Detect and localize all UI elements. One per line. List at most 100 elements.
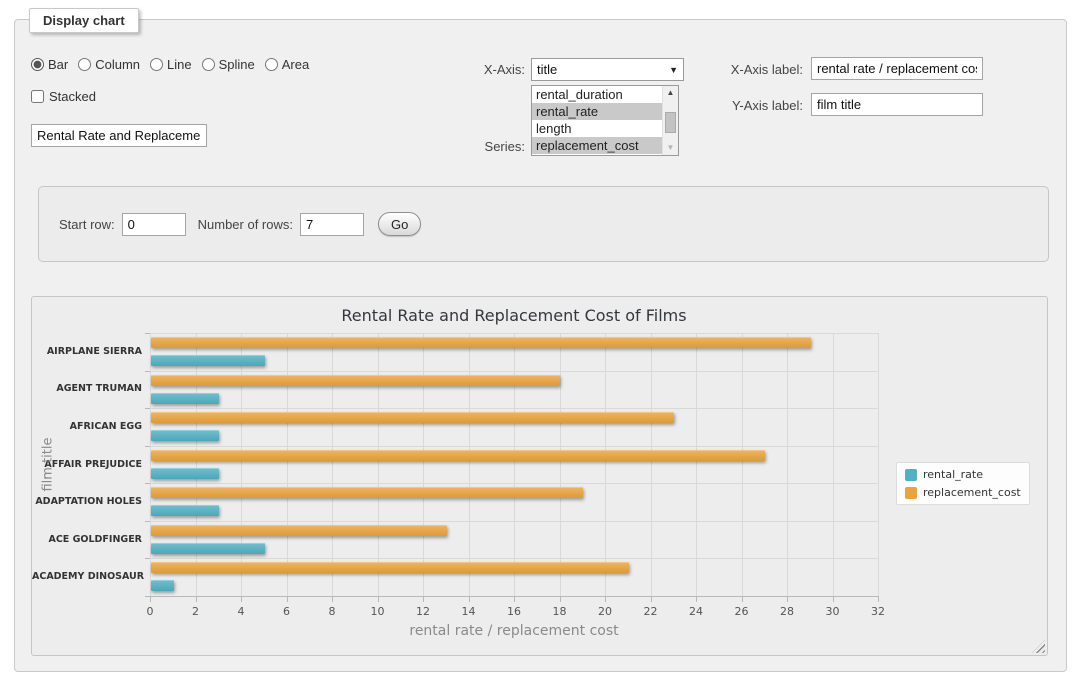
x-axis-tick — [332, 597, 333, 602]
y-axis-title: film title — [41, 404, 56, 524]
y-axis-tick — [145, 521, 150, 522]
series-option-rental_rate[interactable]: rental_rate — [532, 103, 662, 120]
y-axis-tick — [145, 333, 150, 334]
x-tick-label: 10 — [363, 605, 393, 618]
x-axis-tick — [696, 597, 697, 602]
grid-line-vertical — [742, 333, 743, 596]
series-listbox-label: Series: — [415, 139, 525, 154]
scrollbar-thumb[interactable] — [665, 112, 676, 133]
x-tick-label: 18 — [545, 605, 575, 618]
bar-replacement_cost — [151, 412, 674, 423]
y-axis-tick — [145, 408, 150, 409]
series-option-length[interactable]: length — [532, 120, 662, 137]
stacked-label: Stacked — [49, 89, 96, 104]
bar-replacement_cost — [151, 562, 629, 573]
grid-line-horizontal — [150, 521, 878, 522]
grid-line-vertical — [696, 333, 697, 596]
series-option-rental_duration[interactable]: rental_duration — [532, 86, 662, 103]
x-tick-label: 2 — [181, 605, 211, 618]
series-option-replacement_cost[interactable]: replacement_cost — [532, 137, 662, 154]
y-axis-label-field-label: Y-Axis label: — [683, 98, 803, 113]
x-tick-label: 12 — [408, 605, 438, 618]
grid-line-vertical — [469, 333, 470, 596]
x-axis-tick — [196, 597, 197, 602]
x-axis-tick — [287, 597, 288, 602]
x-tick-label: 4 — [226, 605, 256, 618]
start-row-input[interactable] — [122, 213, 186, 236]
chart-type-radio-column[interactable] — [78, 58, 91, 71]
grid-line-horizontal — [150, 483, 878, 484]
chart-type-option-label: Spline — [219, 57, 255, 72]
chart-type-option-spline[interactable]: Spline — [202, 57, 255, 72]
x-tick-label: 20 — [590, 605, 620, 618]
x-tick-label: 6 — [272, 605, 302, 618]
fieldset-legend: Display chart — [29, 8, 139, 33]
chart-type-radio-area[interactable] — [265, 58, 278, 71]
grid-line-horizontal — [150, 446, 878, 447]
chart-type-option-label: Line — [167, 57, 192, 72]
x-tick-label: 28 — [772, 605, 802, 618]
legend-swatch-rental_rate — [905, 469, 917, 481]
stacked-checkbox-row[interactable]: Stacked — [31, 89, 96, 104]
bar-replacement_cost — [151, 337, 811, 348]
series-options: rental_durationrental_ratelengthreplacem… — [532, 86, 678, 154]
y-axis-tick — [145, 558, 150, 559]
go-button[interactable]: Go — [378, 212, 421, 236]
x-tick-label: 24 — [681, 605, 711, 618]
y-axis-label-input[interactable] — [811, 93, 983, 116]
bar-rental_rate — [151, 580, 174, 591]
grid-line-horizontal — [150, 558, 878, 559]
stacked-checkbox[interactable] — [31, 90, 44, 103]
scroll-up-icon[interactable]: ▲ — [663, 86, 678, 100]
grid-line-vertical — [651, 333, 652, 596]
x-axis-select-wrap[interactable]: title ▼ — [531, 58, 684, 81]
x-axis-tick — [833, 597, 834, 602]
series-listbox[interactable]: rental_durationrental_ratelengthreplacem… — [531, 85, 679, 156]
x-axis-tick — [878, 597, 879, 602]
x-tick-label: 32 — [863, 605, 893, 618]
legend-item-rental_rate[interactable]: rental_rate — [905, 468, 1021, 481]
legend-label: replacement_cost — [923, 486, 1021, 499]
grid-line-horizontal — [150, 371, 878, 372]
bar-replacement_cost — [151, 525, 447, 536]
chart-type-option-column[interactable]: Column — [78, 57, 140, 72]
category-label: AIRPLANE SIERRA — [32, 346, 142, 357]
grid-line-horizontal — [150, 333, 878, 334]
bar-rental_rate — [151, 468, 219, 479]
x-axis-tick — [423, 597, 424, 602]
row-controls-panel: Start row: Number of rows: Go — [38, 186, 1049, 262]
bar-replacement_cost — [151, 375, 560, 386]
chart-type-option-bar[interactable]: Bar — [31, 57, 68, 72]
legend-label: rental_rate — [923, 468, 983, 481]
grid-line-vertical — [241, 333, 242, 596]
bar-replacement_cost — [151, 487, 583, 498]
scroll-down-icon[interactable]: ▼ — [663, 141, 678, 155]
category-label: AGENT TRUMAN — [32, 383, 142, 394]
x-axis-tick — [742, 597, 743, 602]
listbox-scrollbar[interactable]: ▲ ▼ — [662, 86, 678, 155]
page: Display chart Bar Column Line Spline Area St… — [0, 0, 1081, 681]
number-of-rows-input[interactable] — [300, 213, 364, 236]
bar-rental_rate — [151, 355, 265, 366]
grid-line-vertical — [150, 333, 151, 596]
chart-type-option-area[interactable]: Area — [265, 57, 309, 72]
resize-handle[interactable] — [1032, 640, 1045, 653]
category-label: ACE GOLDFINGER — [32, 534, 142, 545]
bar-rental_rate — [151, 430, 219, 441]
x-axis-tick — [560, 597, 561, 602]
chart-type-radio-bar[interactable] — [31, 58, 44, 71]
chart-type-option-label: Column — [95, 57, 140, 72]
x-tick-label: 26 — [727, 605, 757, 618]
legend-item-replacement_cost[interactable]: replacement_cost — [905, 486, 1021, 499]
x-axis-select[interactable]: title — [532, 59, 683, 80]
grid-line-vertical — [378, 333, 379, 596]
bar-replacement_cost — [151, 450, 765, 461]
chart-title-input[interactable] — [31, 124, 207, 147]
chart-type-option-line[interactable]: Line — [150, 57, 192, 72]
chart-type-radio-spline[interactable] — [202, 58, 215, 71]
bar-rental_rate — [151, 505, 219, 516]
bar-rental_rate — [151, 393, 219, 404]
chart-type-radio-line[interactable] — [150, 58, 163, 71]
y-axis-tick — [145, 446, 150, 447]
x-axis-label-input[interactable] — [811, 57, 983, 80]
